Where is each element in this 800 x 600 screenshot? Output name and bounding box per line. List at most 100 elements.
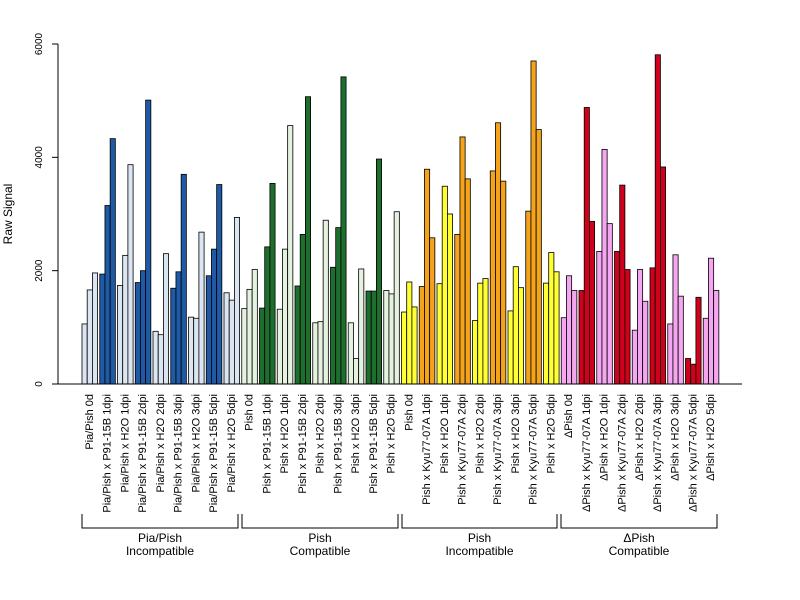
bar: [601, 148, 608, 385]
bar: [99, 273, 106, 385]
bar: [464, 178, 471, 385]
bar: [424, 168, 431, 385]
bar: [418, 286, 425, 385]
bar: [370, 290, 377, 385]
category-label: Pia/Pish x H2O 5dpi: [226, 394, 238, 492]
category-label: Pia/Pish x P91-15B 2dpi: [137, 394, 149, 513]
bar: [512, 266, 519, 385]
group-bracket: [401, 514, 558, 529]
category-label: ΔPish x Kyu77-07A 2dpi: [616, 394, 628, 512]
bar: [92, 272, 99, 385]
bar: [614, 250, 621, 385]
bar: [127, 164, 134, 385]
bar: [459, 136, 466, 385]
bar: [117, 284, 124, 385]
bar: [672, 254, 679, 385]
bar: [216, 184, 223, 385]
bar: [495, 122, 502, 385]
bar: [233, 216, 240, 385]
bar: [654, 54, 661, 385]
bar: [393, 211, 400, 385]
bar: [322, 219, 329, 385]
bar: [411, 306, 418, 385]
bar: [429, 237, 436, 385]
category-label: Pish x P91-15B 3dpi: [332, 394, 344, 494]
bar: [383, 290, 390, 385]
bar: [578, 290, 585, 385]
category-label: Pia/Pish x H2O 2dpi: [155, 394, 167, 492]
bar: [353, 358, 360, 385]
bar: [642, 300, 649, 385]
group-label-line2: Incompatible: [445, 544, 513, 558]
category-label: Pish 0d: [403, 394, 415, 431]
category-label: Pish x H2O 2dpi: [474, 394, 486, 473]
bar: [193, 317, 200, 385]
group-label-line1: Pish: [468, 531, 491, 545]
category-label: ΔPish x H2O 5dpi: [705, 394, 717, 481]
category-label: ΔPish 0d: [563, 394, 575, 438]
bar: [251, 269, 258, 385]
category-label: Pish x Kyu77-07A 1dpi: [421, 394, 433, 505]
category-label: Pish x H2O 1dpi: [279, 394, 291, 473]
bar: [560, 317, 567, 385]
y-tick-label: 4000: [34, 146, 45, 169]
bar: [228, 299, 235, 385]
bar: [454, 233, 461, 385]
bar: [312, 322, 319, 385]
bar: [553, 271, 560, 385]
category-label: Pish x P91-15B 2dpi: [297, 394, 309, 494]
bar: [606, 223, 613, 385]
bar: [294, 285, 301, 385]
bar: [347, 322, 354, 385]
bar: [246, 288, 253, 385]
category-label: ΔPish x Kyu77-07A 5dpi: [687, 394, 699, 512]
y-tick-label: 2000: [34, 259, 45, 282]
category-label: Pish x P91-15B 5dpi: [368, 394, 380, 494]
bar: [211, 248, 218, 385]
bar: [104, 205, 111, 385]
bar: [589, 220, 596, 385]
category-label: ΔPish x H2O 3dpi: [670, 394, 682, 481]
bar: [690, 363, 697, 385]
category-label: Pish x H2O 1dpi: [439, 394, 451, 473]
bar: [175, 271, 182, 385]
bar: [708, 257, 715, 385]
bar: [134, 282, 141, 385]
group-label-line2: Incompatible: [126, 544, 194, 558]
group-label-line2: Compatible: [290, 544, 351, 558]
bar: [264, 246, 271, 385]
bar: [477, 282, 484, 385]
category-label: Pia/Pish x P91-15B 1dpi: [102, 394, 114, 513]
bar: [637, 269, 644, 385]
category-label: ΔPish x Kyu77-07A 3dpi: [652, 394, 664, 512]
bar: [205, 275, 212, 385]
bar: [180, 173, 187, 385]
bar: [571, 290, 578, 385]
group-bracket: [560, 514, 718, 529]
category-label: Pish x Kyu77-07A 2dpi: [457, 394, 469, 505]
bar: [685, 358, 692, 385]
group-bracket: [241, 514, 399, 529]
bar: [198, 231, 205, 385]
category-label: Pish x H2O 5dpi: [545, 394, 557, 473]
bar: [365, 290, 372, 385]
bar: [330, 266, 337, 385]
bar: [170, 287, 177, 385]
bar: [188, 316, 195, 385]
bar: [241, 308, 248, 385]
bar: [624, 269, 631, 385]
category-label: Pish 0d: [244, 394, 256, 431]
category-labels: Pia/Pish 0d Pia/Pish x P91-15B 1dpi Pia/Pi…: [84, 394, 717, 513]
bar: [695, 296, 702, 385]
y-axis: 0 2000 4000 6000: [34, 32, 59, 387]
group-bracket: [81, 514, 239, 529]
category-label: Pia/Pish x H2O 1dpi: [119, 394, 131, 492]
category-label: Pish x H2O 2dpi: [315, 394, 327, 473]
bar: [530, 60, 537, 385]
category-label: ΔPish x H2O 2dpi: [634, 394, 646, 481]
y-axis-title: Raw Signal: [1, 184, 15, 245]
group-label-line2: Compatible: [609, 544, 670, 558]
bar: [223, 292, 230, 385]
category-label: Pish x H2O 3dpi: [350, 394, 362, 473]
